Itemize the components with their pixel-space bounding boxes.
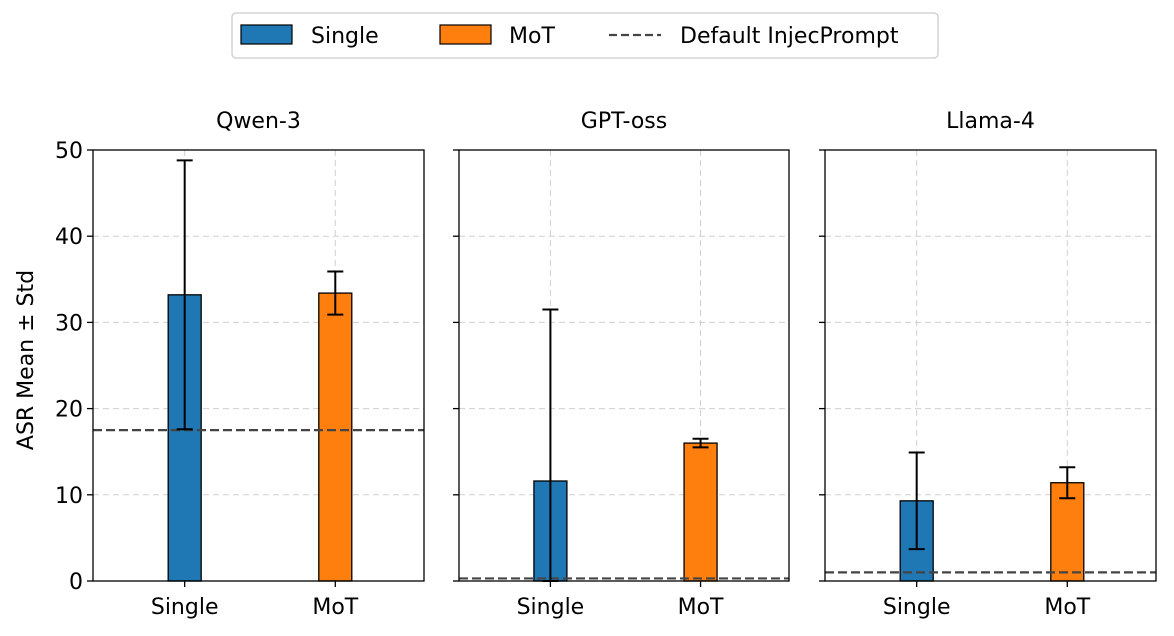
error-bar-single [908,451,925,551]
x-tick-label: Single [883,595,951,620]
panel-title: Qwen-3 [216,109,301,134]
panel-gpt-oss: Single MoT GPT-oss [453,109,790,620]
error-bar-mot [692,437,709,449]
legend-label: MoT [509,24,555,49]
x-tick-label: MoT [312,595,358,620]
y-tick-label: 20 [55,398,83,423]
legend: Single MoT Default InjecPrompt [231,12,939,59]
x-tick-label: MoT [678,595,724,620]
x-tick-label: MoT [1044,595,1090,620]
legend-label: Single [311,24,379,49]
plot-frame [824,149,1157,582]
panel-llama-4: Single MoT Llama-4 [819,109,1157,620]
y-tick-label: 30 [55,311,83,336]
error-bar-mot [1059,466,1076,500]
plot-frame [92,149,425,582]
y-tick-label: 40 [55,225,83,250]
y-tick-label: 0 [69,570,83,595]
panel-qwen-3: 0 10 20 30 40 50 Single MoT Qwen-3 [55,109,425,620]
bar-mot [683,442,718,582]
error-bar-single [176,159,193,431]
panel-title: GPT-oss [581,109,667,134]
legend-frame [231,12,939,59]
plot-frame [458,149,790,582]
legend-swatch-mot [439,24,492,45]
panel-title: Llama-4 [946,109,1035,134]
bar-mot [318,292,353,582]
error-bar-mot [327,270,344,316]
x-tick-label: Single [517,595,585,620]
legend-label: Default InjecPrompt [680,24,899,49]
panels: 0 10 20 30 40 50 Single MoT Qwen-3 Single MoT GPT-o… [55,109,1157,620]
y-tick-label: 10 [55,484,83,509]
y-tick-label: 50 [55,139,83,164]
x-tick-label: Single [151,595,219,620]
y-axis-label: ASR Mean ± Std [14,270,39,450]
legend-swatch-single [240,24,293,45]
